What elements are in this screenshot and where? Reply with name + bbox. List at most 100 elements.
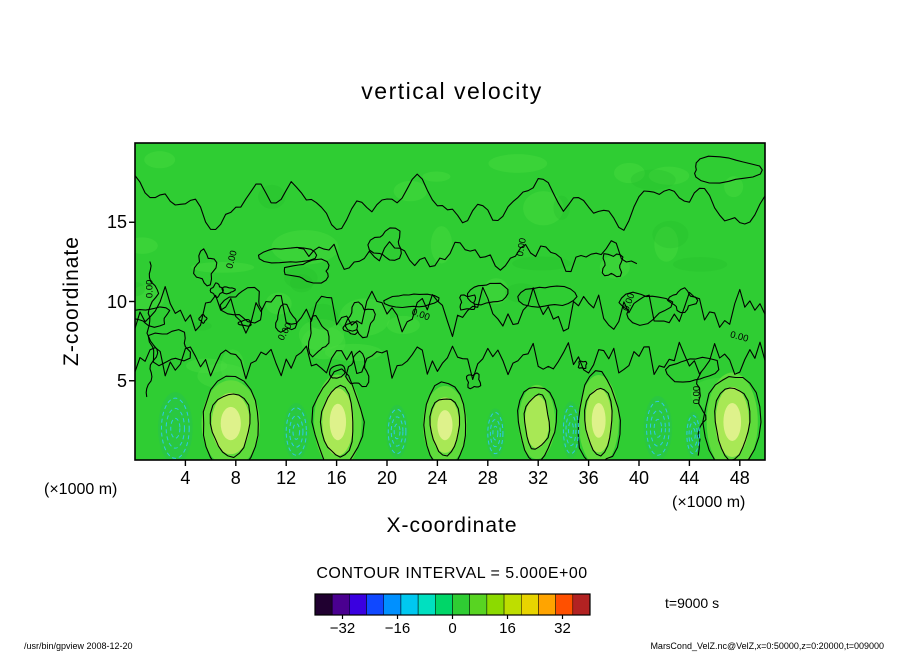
downdraft-tint <box>283 402 309 460</box>
contour-line <box>517 285 578 308</box>
contour-line <box>367 227 402 261</box>
contour-line <box>466 372 482 390</box>
contour-line <box>193 248 218 287</box>
contour-line <box>307 315 330 358</box>
colorbar-cell <box>366 593 384 616</box>
contour-interval-label: CONTOUR INTERVAL = 5.000E+00 <box>316 565 588 582</box>
downdraft-contour <box>653 418 663 438</box>
downdraft-contour <box>292 423 301 440</box>
x-axis-label: X-coordinate <box>386 514 518 537</box>
footer-dataset: MarsCond_VelZ.nc@VelZ,x=0:50000,z=0:2000… <box>650 641 884 651</box>
field-mottle <box>271 230 339 265</box>
field-mottle <box>648 166 690 185</box>
downdraft-tint <box>643 395 673 460</box>
contour-line <box>135 286 765 338</box>
field-mottle <box>386 315 420 335</box>
field-mottle <box>324 343 383 362</box>
field-mottle <box>135 285 165 312</box>
downdraft-tint <box>485 408 505 458</box>
downdraft-contour <box>165 407 185 449</box>
contour-line <box>577 370 621 460</box>
colorbar-cell <box>314 593 333 616</box>
downdraft-contour <box>160 397 190 459</box>
contour-line <box>714 387 751 460</box>
field-mottle <box>488 154 548 173</box>
contour-line <box>664 356 720 383</box>
contour-line <box>423 381 467 460</box>
contour-line <box>135 306 171 328</box>
downdraft-contour <box>646 400 670 456</box>
zero-contour-label: 0.00 <box>729 329 750 344</box>
contour-line <box>517 386 558 460</box>
contour-line <box>466 282 509 306</box>
colorbar-cell <box>452 593 470 616</box>
contour-line <box>702 376 762 460</box>
colorbar-cell <box>521 593 539 616</box>
contour-line <box>383 293 440 309</box>
downdraft-contour <box>289 415 304 448</box>
colorbar-cell <box>383 593 402 616</box>
contour-line <box>577 360 588 370</box>
downdraft-contour <box>390 416 404 447</box>
field-mottle <box>523 191 564 226</box>
contour-line <box>135 173 765 231</box>
contour-line <box>342 321 359 336</box>
contour-line <box>147 329 191 367</box>
field-mottle <box>672 257 728 272</box>
contour-line <box>135 341 765 381</box>
field-mottle <box>290 274 314 293</box>
field-mottle <box>191 261 255 273</box>
downdraft-tint <box>685 411 702 458</box>
contour-line <box>275 303 298 333</box>
updraft-core <box>591 402 606 438</box>
zero-contour-label: 0.00 <box>224 249 239 270</box>
x-axis-unit: (×1000 m) <box>672 494 746 511</box>
field-mottle <box>599 255 630 279</box>
field-mottle <box>301 326 346 360</box>
contour-line <box>145 261 160 398</box>
field-mottle <box>652 220 689 249</box>
y-axis-unit: (×1000 m) <box>44 481 118 498</box>
contour-line <box>459 294 477 311</box>
downdraft-contour <box>567 421 574 439</box>
contour-line <box>344 301 376 339</box>
contour-line <box>221 286 236 295</box>
contour-line <box>237 318 252 327</box>
downdraft-contour <box>489 418 501 448</box>
contour-line <box>523 393 551 450</box>
contour-line <box>319 384 354 458</box>
contour-line <box>601 253 624 278</box>
zero-contour-label: 0.00 <box>515 237 529 257</box>
field-mottle <box>258 184 286 209</box>
colorbar-cell <box>331 593 350 616</box>
downdraft-tint <box>386 404 409 459</box>
contour-line <box>298 240 638 273</box>
contour-line <box>209 393 251 459</box>
y-axis-label: Z-coordinate <box>60 236 83 366</box>
colorbar-cell <box>349 593 367 616</box>
downdraft-contour <box>387 408 407 455</box>
updraft-core <box>723 402 742 441</box>
downdraft-contour <box>170 417 181 439</box>
contour-line <box>311 368 365 460</box>
field-mottle <box>265 292 292 315</box>
contour-line <box>584 387 613 457</box>
chart-title: vertical velocity <box>361 78 543 104</box>
contour-line <box>209 282 224 298</box>
updraft-core <box>220 406 241 441</box>
field-mottle <box>430 226 453 264</box>
colorbar-cell <box>469 593 488 616</box>
colorbar-cell <box>572 593 591 616</box>
downdraft-contour <box>492 425 499 441</box>
field-mottle <box>504 283 538 303</box>
contour-line <box>328 364 346 379</box>
field-mottle <box>724 176 744 198</box>
contour-line <box>283 258 330 284</box>
colorbar-cell <box>503 593 522 616</box>
time-label: t=9000 s <box>665 595 720 611</box>
colorbar-cell <box>435 593 453 616</box>
updraft-fill <box>524 395 549 449</box>
downdraft-contour <box>690 427 696 442</box>
contour-line <box>429 398 461 457</box>
